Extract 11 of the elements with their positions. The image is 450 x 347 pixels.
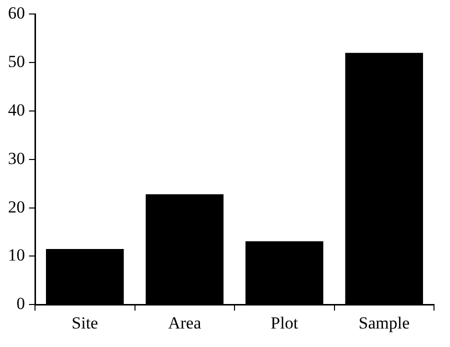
y-tick-label: 40 <box>8 100 25 120</box>
x-tick-label: Area <box>168 313 202 332</box>
y-tick-label: 30 <box>8 148 25 168</box>
y-tick-label: 50 <box>8 52 25 72</box>
y-tick-label: 0 <box>16 294 25 314</box>
y-tick-label: 10 <box>8 246 25 265</box>
x-tick-label: Sample <box>358 313 410 332</box>
x-tick-label: Plot <box>270 313 298 332</box>
y-tick-label: 60 <box>8 4 25 23</box>
y-tick-label: 20 <box>8 197 25 216</box>
x-tick-label: Site <box>72 313 98 332</box>
